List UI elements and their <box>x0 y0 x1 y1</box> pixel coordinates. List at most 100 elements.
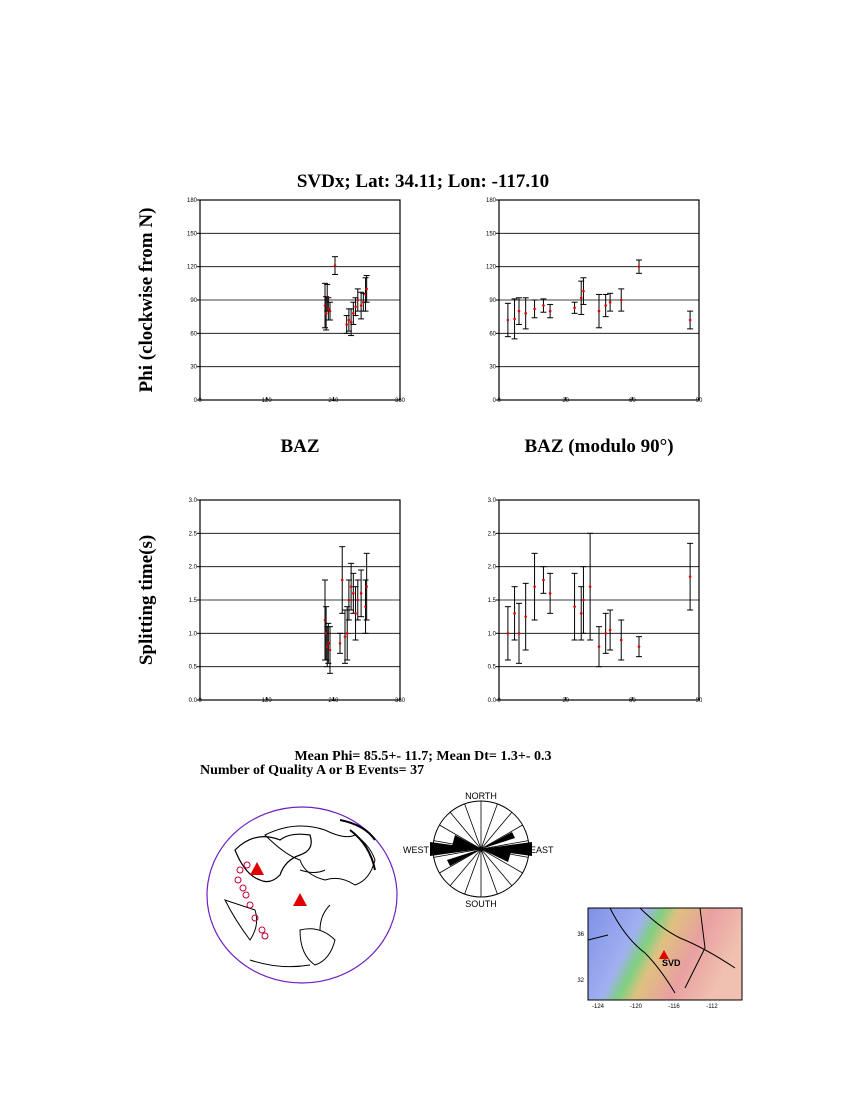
x-tick-label: 0 <box>497 398 501 404</box>
lon-label: -120 <box>630 1004 643 1010</box>
data-point <box>524 615 527 618</box>
y-tick-label: 120 <box>187 265 198 271</box>
data-point <box>597 645 601 648</box>
y-tick-label: 30 <box>190 365 197 371</box>
data-point <box>637 265 641 268</box>
data-point <box>349 585 353 588</box>
data-point <box>604 304 607 307</box>
y-tick-label: 90 <box>190 298 197 304</box>
rose-label: EAST <box>530 845 554 855</box>
data-point <box>608 628 612 632</box>
data-point <box>548 592 552 595</box>
world-map <box>206 806 398 984</box>
x-tick-label: 60 <box>629 398 636 404</box>
x-axis-label: BAZ <box>280 436 319 457</box>
y-axis-label: Phi (clockwise from N) <box>136 208 157 393</box>
data-point <box>349 320 353 324</box>
lon-label: -112 <box>706 1004 718 1010</box>
data-point <box>356 598 360 602</box>
x-tick-label: 0 <box>198 698 202 704</box>
y-tick-label: 1.5 <box>189 598 198 604</box>
data-point <box>354 612 357 615</box>
data-point <box>688 318 692 322</box>
data-point <box>359 304 363 307</box>
x-tick-label: 90 <box>696 398 703 404</box>
data-point <box>343 635 347 638</box>
y-tick-label: 1.5 <box>488 598 497 604</box>
rose-diagram: NORTH SOUTH WEST EAST <box>403 791 554 909</box>
data-point <box>362 300 365 304</box>
data-point <box>324 312 328 315</box>
data-point <box>582 289 585 293</box>
data-point <box>347 598 351 602</box>
data-point <box>533 307 536 311</box>
y-tick-label: 0 <box>194 398 198 404</box>
data-point <box>365 585 368 588</box>
lon-label: -116 <box>668 1004 680 1010</box>
data-point <box>604 632 607 635</box>
data-point <box>506 318 510 322</box>
data-point <box>573 605 576 608</box>
data-point <box>356 298 360 302</box>
data-point <box>506 632 510 635</box>
data-point <box>542 578 545 582</box>
data-point <box>579 612 583 615</box>
y-tick-label: 1.0 <box>189 631 198 637</box>
y-tick-label: 30 <box>489 365 496 371</box>
data-point <box>354 305 357 308</box>
data-point <box>548 309 552 313</box>
y-tick-label: 180 <box>187 198 198 204</box>
data-point <box>513 612 516 615</box>
y-tick-label: 2.5 <box>189 531 198 537</box>
y-tick-label: 150 <box>187 231 198 237</box>
data-point <box>327 642 330 645</box>
inset-map: SVD 36 32 -124 -120 -116 -112 <box>577 907 743 1010</box>
data-point <box>328 648 332 652</box>
x-tick-label: 120 <box>262 398 273 404</box>
lat-label: 36 <box>577 932 584 938</box>
y-tick-label: 2.0 <box>189 565 198 571</box>
data-point <box>327 307 330 311</box>
data-point <box>573 306 576 310</box>
x-tick-label: 360 <box>395 398 406 404</box>
rose-label: SOUTH <box>465 899 497 909</box>
y-tick-label: 60 <box>190 331 197 337</box>
x-tick-label: 90 <box>696 698 703 704</box>
y-tick-label: 150 <box>486 231 497 237</box>
x-tick-label: 30 <box>562 398 569 404</box>
y-tick-label: 60 <box>489 331 496 337</box>
stats-line: Mean Phi= 85.5+- 11.7; Mean Dt= 1.3+- 0.… <box>294 749 551 764</box>
y-axis-label: Splitting time(s) <box>136 535 157 665</box>
y-tick-label: 0.5 <box>488 665 497 671</box>
data-point <box>359 592 363 595</box>
x-axis-label: BAZ (modulo 90°) <box>524 436 673 457</box>
data-point <box>533 585 536 588</box>
x-tick-label: 360 <box>395 698 406 704</box>
data-point <box>619 638 623 642</box>
lon-label: -124 <box>592 1004 605 1010</box>
data-point <box>619 298 623 302</box>
lat-label: 32 <box>577 978 584 984</box>
data-point <box>597 309 601 313</box>
data-point <box>328 309 332 313</box>
y-tick-label: 1.0 <box>488 631 497 637</box>
data-point <box>582 598 585 602</box>
x-tick-label: 240 <box>328 398 339 404</box>
x-tick-label: 0 <box>497 698 501 704</box>
y-tick-label: 3.0 <box>488 498 497 504</box>
data-point <box>347 318 351 322</box>
y-tick-label: 0 <box>493 398 497 404</box>
data-point <box>524 312 527 315</box>
rose-label: NORTH <box>465 791 497 801</box>
data-point <box>345 323 348 326</box>
y-tick-label: 120 <box>486 265 497 271</box>
data-point <box>338 642 342 645</box>
y-tick-label: 2.0 <box>488 565 497 571</box>
data-point <box>340 578 344 582</box>
data-point <box>542 304 545 307</box>
data-point <box>579 296 583 300</box>
y-tick-label: 0.0 <box>189 698 198 704</box>
y-tick-label: 0.5 <box>189 665 198 671</box>
data-point <box>588 585 592 588</box>
